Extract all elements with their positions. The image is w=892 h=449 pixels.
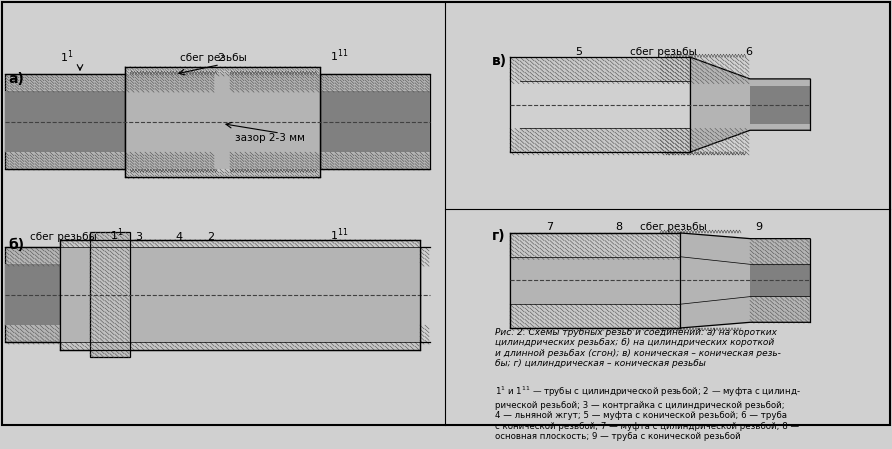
Text: 9: 9 <box>755 222 762 232</box>
Text: $1^1$: $1^1$ <box>110 226 123 243</box>
Bar <box>5 74 130 169</box>
Bar <box>125 66 320 177</box>
Text: $1^{11}$: $1^{11}$ <box>330 226 349 243</box>
Text: г): г) <box>492 229 506 242</box>
Bar <box>510 257 680 304</box>
Text: в): в) <box>492 53 508 68</box>
Bar <box>5 91 130 152</box>
Text: $1^1$ и $1^{11}$ — трубы с цилиндрической резьбой; 2 — муфта с цилинд-
рической : $1^1$ и $1^{11}$ — трубы с цилиндрическо… <box>495 385 801 441</box>
Bar <box>750 86 810 123</box>
Text: Рис. 2. Схемы трубных резьб и соединений: а) на коротких
цилиндрических резьбах;: Рис. 2. Схемы трубных резьб и соединений… <box>495 328 780 368</box>
Text: 7: 7 <box>546 222 553 232</box>
Bar <box>60 247 420 342</box>
Polygon shape <box>510 57 690 81</box>
Bar <box>60 240 420 350</box>
Bar <box>5 264 420 325</box>
Text: 2: 2 <box>207 232 214 242</box>
Polygon shape <box>690 57 810 152</box>
Text: 2: 2 <box>217 53 224 63</box>
Bar <box>510 233 680 328</box>
Text: сбег резьбы: сбег резьбы <box>30 232 96 242</box>
Text: б): б) <box>8 238 24 252</box>
Text: 6: 6 <box>745 47 752 57</box>
Text: сбег резьбы: сбег резьбы <box>180 53 247 63</box>
Text: $1^1$: $1^1$ <box>60 48 73 65</box>
Text: 5: 5 <box>575 47 582 57</box>
Bar <box>750 264 810 297</box>
Bar <box>90 232 130 357</box>
Text: а): а) <box>8 72 24 86</box>
Text: $1^{11}$: $1^{11}$ <box>330 48 349 64</box>
Bar <box>315 91 430 152</box>
Polygon shape <box>680 233 810 328</box>
Bar <box>125 74 320 169</box>
Text: сбег резьбы: сбег резьбы <box>630 47 697 57</box>
Bar <box>5 247 420 342</box>
Text: 8: 8 <box>615 222 622 232</box>
Polygon shape <box>510 128 690 152</box>
Text: зазор 2-3 мм: зазор 2-3 мм <box>235 133 305 143</box>
Text: сбег резьбы: сбег резьбы <box>640 222 706 232</box>
Text: 4: 4 <box>175 232 182 242</box>
Bar <box>315 74 430 169</box>
Text: 3: 3 <box>135 232 142 242</box>
